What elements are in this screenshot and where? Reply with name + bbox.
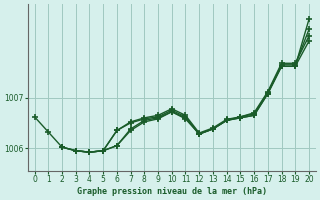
X-axis label: Graphe pression niveau de la mer (hPa): Graphe pression niveau de la mer (hPa) <box>77 187 267 196</box>
